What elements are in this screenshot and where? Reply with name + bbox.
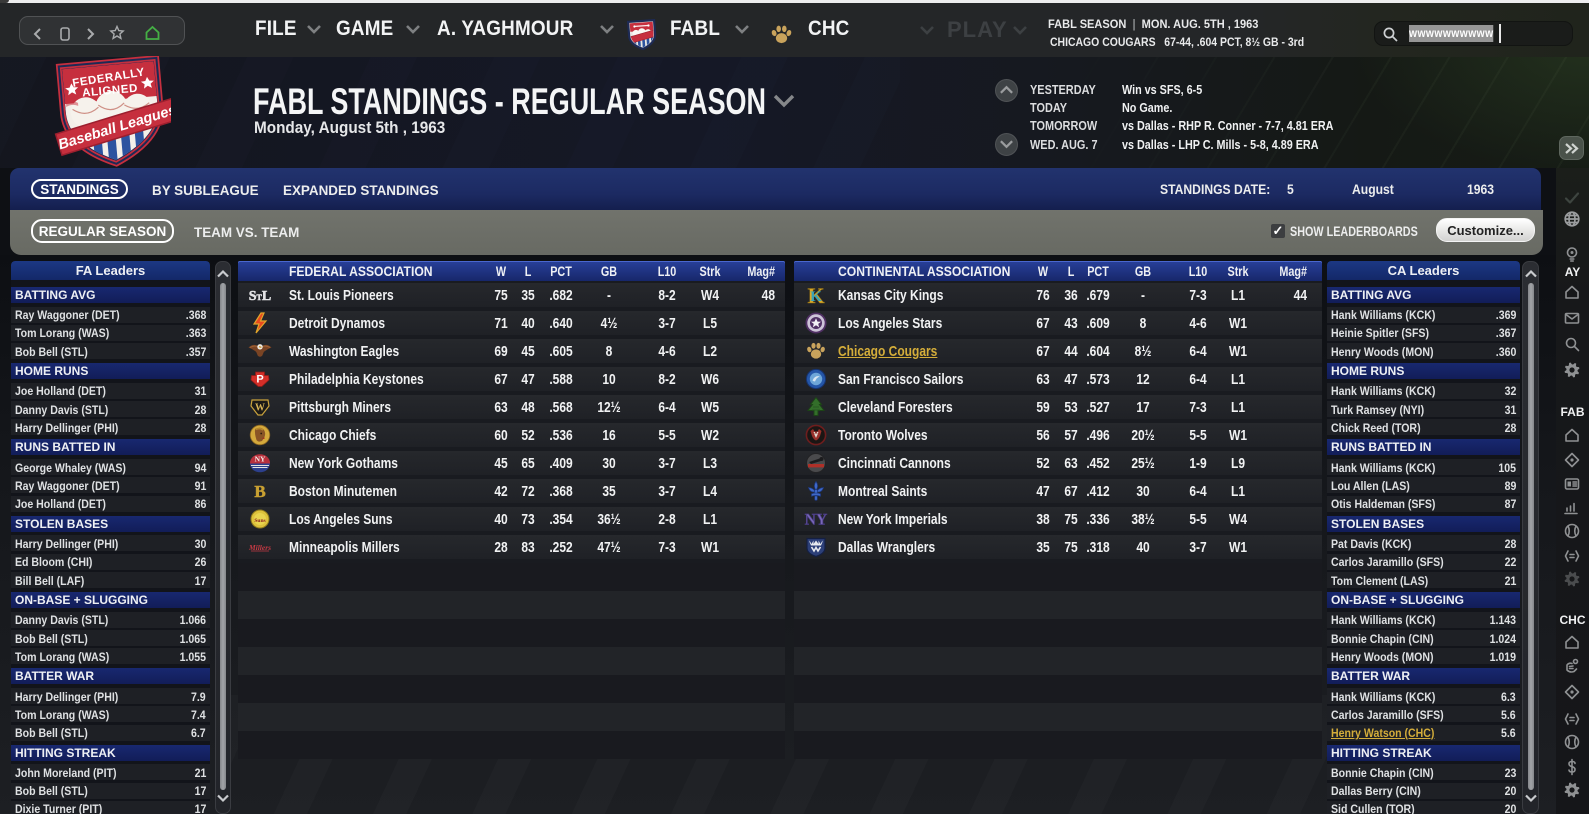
svg-text:NY: NY [255,455,266,464]
svg-text:STL: STL [249,289,271,304]
svg-text:Suns: Suns [254,518,265,524]
svg-text:K: K [810,289,822,305]
svg-text:W: W [255,403,265,414]
svg-text:P: P [256,374,263,386]
svg-text:Millers: Millers [248,543,271,552]
svg-text:ALIGNED: ALIGNED [82,83,139,100]
svg-text:K: K [807,283,824,307]
svg-text:B: B [254,482,265,501]
svg-text:NY: NY [805,512,827,529]
